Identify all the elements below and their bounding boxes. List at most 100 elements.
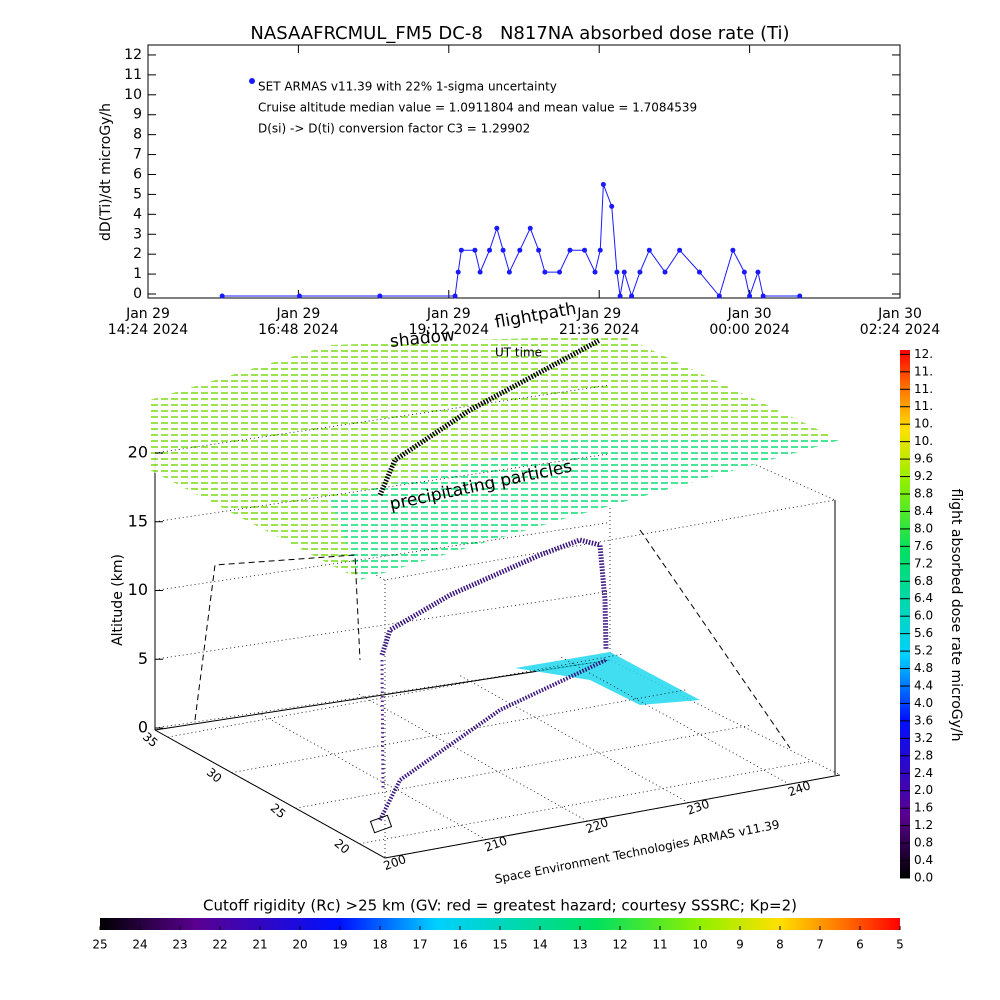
colorbar-tick-label: 0.8	[914, 836, 933, 850]
data-point	[677, 247, 683, 253]
data-point	[472, 247, 478, 253]
colorbar-tick-label: 11	[652, 938, 667, 952]
x-tick-label: 210	[483, 834, 509, 855]
colorbar-tick-label: 1.6	[914, 801, 933, 815]
colorbar-tick-label: 17	[412, 938, 427, 952]
x-tick-label: 220	[584, 815, 610, 836]
colorbar-tick-label: 24	[132, 938, 147, 952]
y-tick-label: 12	[124, 47, 142, 63]
colorbar-tick-label: 8.8	[914, 487, 933, 501]
x-tick-label: Jan 30	[727, 306, 772, 322]
colorbar-tick-label: 15	[492, 938, 507, 952]
colorbar-tick-label: 19	[332, 938, 347, 952]
plot3d-decor	[150, 335, 842, 859]
y-tick-label: 8	[133, 127, 142, 143]
data-point	[582, 247, 588, 253]
colorbar-tick-label: 2.0	[914, 783, 933, 797]
annotation: SET ARMAS v11.39 with 22% 1-sigma uncert…	[258, 80, 557, 94]
colorbar-label: flight absorbed dose rate microGy/h	[948, 489, 964, 742]
grid-line	[231, 689, 687, 774]
x-tick-label: Jan 29	[275, 306, 320, 322]
y-tick-label: 30	[204, 765, 225, 786]
y-tick-label: 10	[124, 87, 142, 103]
z-tick-label: 20	[128, 443, 148, 462]
z-tick-label: 15	[128, 511, 148, 530]
data-point	[527, 225, 533, 231]
y-tick-label: 2	[133, 246, 142, 262]
colorbar-tick-label: 7	[816, 938, 824, 952]
colorbar-tick-label: 5.6	[914, 626, 933, 640]
data-point	[477, 269, 483, 275]
colorbar-tick-label: 9.6	[914, 452, 933, 466]
data-point	[557, 269, 563, 275]
colorbar-tick-label: 11.	[914, 382, 933, 396]
plot-frame	[147, 44, 901, 299]
colorbar-tick-label: 25	[92, 938, 107, 952]
colorbar-tick-label: 14	[532, 938, 547, 952]
x-tick-label: 200	[382, 852, 408, 873]
colorbar-tick-label: 6.8	[914, 574, 933, 588]
colorbar-tick-label: 9	[736, 938, 744, 952]
y-tick-label: 5	[133, 186, 142, 202]
y-tick-label: 9	[133, 107, 142, 123]
colorbar-tick-label: 6	[856, 938, 864, 952]
x-tick-label: 21:36 2024	[559, 322, 640, 338]
data-point	[600, 181, 606, 187]
x-tick-label: 02:24 2024	[860, 322, 941, 338]
y-tick-label: 3	[133, 226, 142, 242]
x-tick-label: Jan 29	[426, 306, 471, 322]
y-tick-label: 20	[332, 836, 353, 857]
colorbar-label: Cutoff rigidity (Rc) >25 km (GV: red = g…	[203, 897, 797, 915]
x-tick-label: 240	[786, 778, 812, 799]
colorbar-tick-label: 23	[172, 938, 187, 952]
data-point	[567, 247, 573, 253]
colorbar-tick-label: 3.2	[914, 731, 933, 745]
colorbar-tick-label: 2.4	[914, 766, 933, 780]
data-point	[747, 293, 753, 299]
colorbar-tick-label: 18	[372, 938, 387, 952]
colorbar	[900, 350, 910, 878]
y-tick-label: 11	[124, 67, 142, 83]
grid-line	[255, 711, 487, 840]
colorbar-tick-label: 10	[692, 938, 707, 952]
grid-line	[357, 692, 588, 822]
z-tick-label: 10	[128, 580, 148, 599]
colorbar-tick-label: 1.2	[914, 818, 933, 832]
data-point	[455, 269, 461, 275]
data-point	[458, 247, 464, 253]
colorbar-tick-label: 8.4	[914, 504, 933, 518]
data-point	[517, 247, 523, 253]
x-tick-label: Jan 29	[125, 306, 170, 322]
y-tick-label: 0	[133, 286, 142, 302]
credit: Space Environment Technologies ARMAS v11…	[494, 817, 781, 886]
grid-line	[154, 659, 611, 729]
data-point	[621, 269, 627, 275]
y-tick-label: 4	[133, 206, 142, 222]
y-tick-label: 7	[133, 147, 142, 163]
colorbar-tick-label: 3.6	[914, 713, 933, 727]
colorbar-tick-label: 0.0	[914, 871, 933, 885]
data-point	[609, 203, 615, 209]
grid-line	[154, 522, 611, 591]
y-tick-label: 1	[133, 266, 142, 282]
data-point	[629, 293, 635, 299]
data-point	[755, 269, 761, 275]
chart-title: NASAAFRCMUL_FM5 DC-8 N817NA absorbed dos…	[250, 23, 789, 44]
data-point	[730, 247, 736, 253]
colorbar-tick-label: 13	[572, 938, 587, 952]
y-tick-label: 6	[133, 166, 142, 182]
x-tick-label: 00:00 2024	[709, 322, 790, 338]
colorbar-tick-label: 10.	[914, 434, 933, 448]
grid-line	[295, 724, 751, 809]
data-point	[797, 293, 803, 299]
colorbar-tick-label: 7.2	[914, 556, 933, 570]
colorbar-tick-label: 16	[452, 938, 467, 952]
colorbar-tick-label: 12.	[914, 347, 933, 361]
colorbar-tick-label: 22	[212, 938, 227, 952]
annotation: Cruise altitude median value = 1.0911804…	[258, 101, 697, 115]
x-tick-label: Jan 30	[877, 306, 922, 322]
data-point	[646, 247, 652, 253]
z-tick-label: 0	[138, 718, 148, 737]
data-point	[617, 293, 623, 299]
grid-line	[154, 384, 611, 454]
